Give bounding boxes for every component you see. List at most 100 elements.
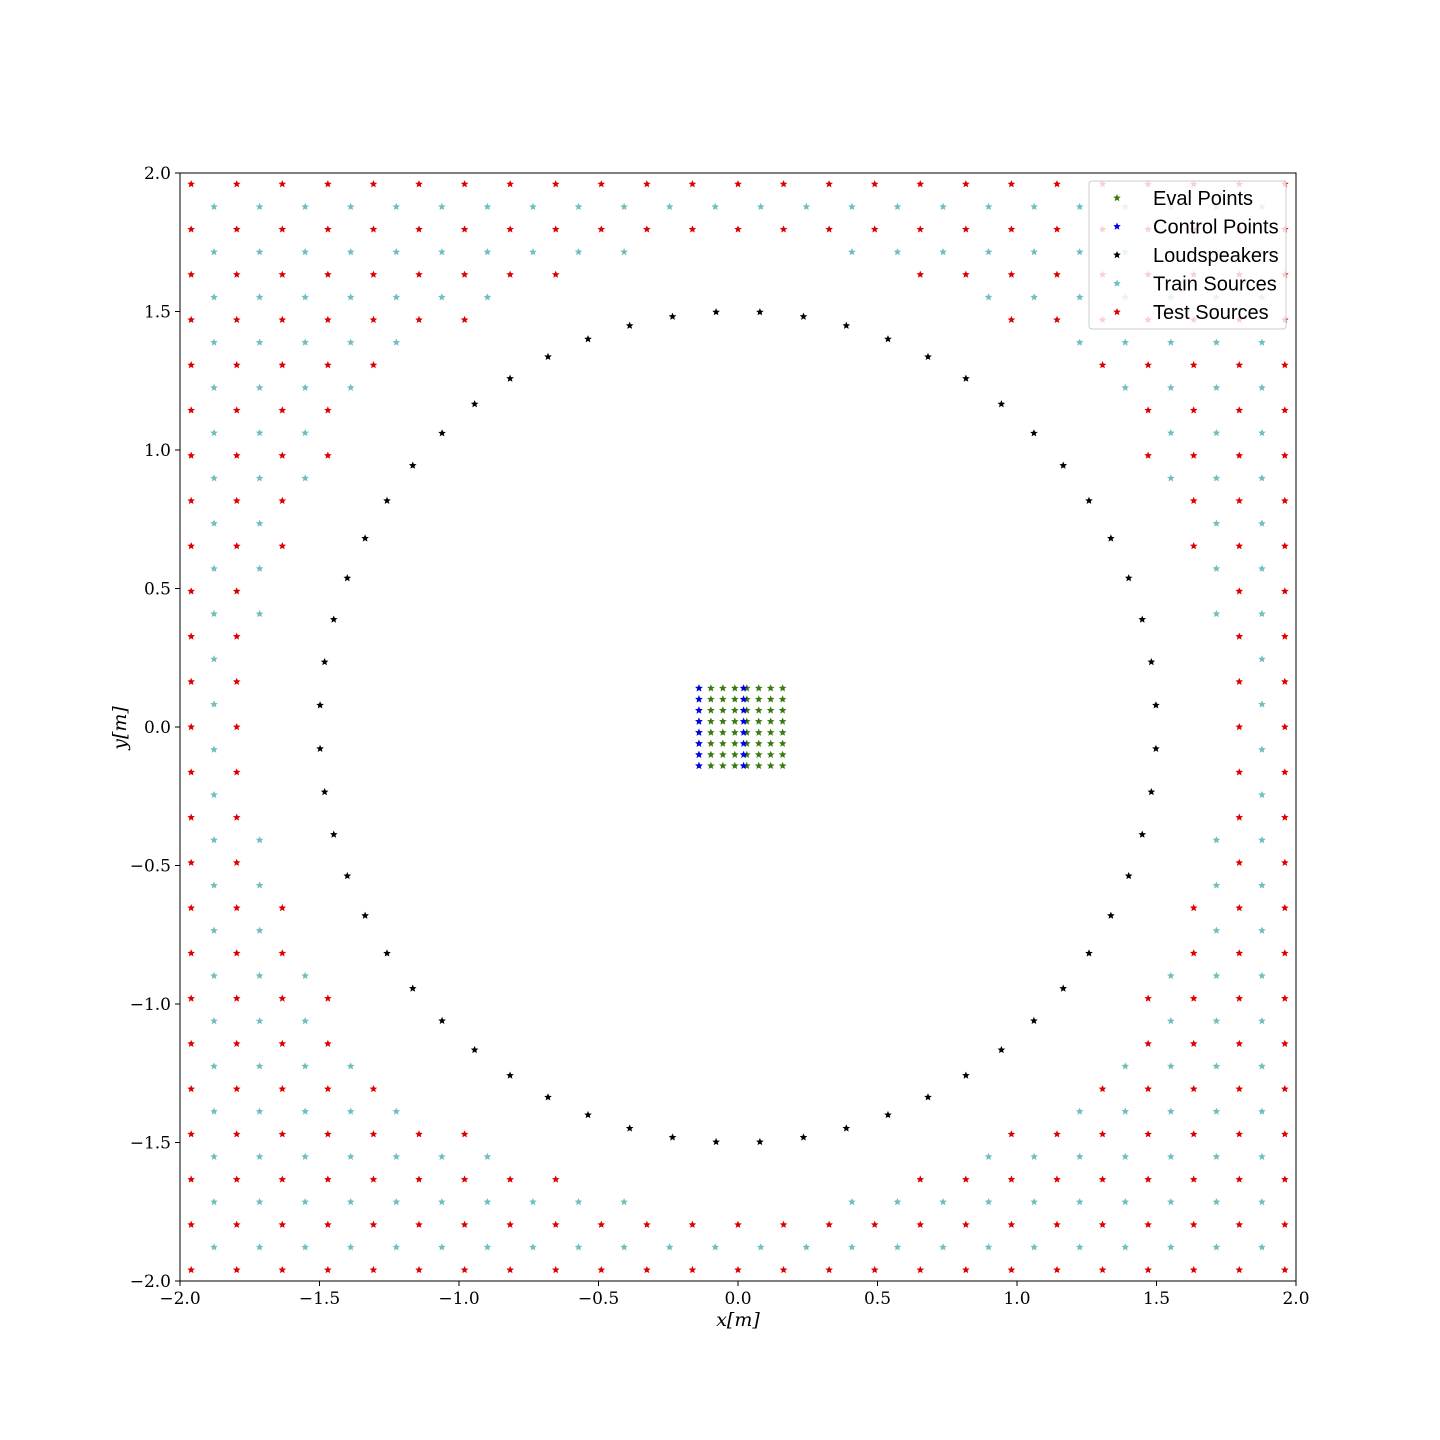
point-train-sources [1121,1152,1130,1160]
point-test-sources [1281,813,1289,821]
y-tick-label: −1.0 [130,995,171,1015]
point-test-sources [324,994,332,1002]
point-train-sources [893,248,902,256]
point-test-sources [460,1175,469,1183]
point-train-sources [848,248,856,256]
point-test-sources [187,858,195,866]
point-loudspeakers [343,871,352,880]
point-test-sources [460,225,469,233]
point-test-sources [916,1265,925,1274]
point-eval-points [778,706,787,714]
point-loudspeakers [625,1124,634,1132]
point-loudspeakers [962,1071,970,1079]
point-train-sources [574,248,583,256]
legend-label-control-points: Control Points [1153,217,1279,239]
point-train-sources [1075,338,1084,346]
legend-label-train-sources: Train Sources [1153,274,1277,296]
point-eval-points [719,739,727,747]
point-test-sources [324,451,332,459]
point-test-sources [324,225,332,233]
point-train-sources [1258,1017,1266,1025]
point-train-sources [483,202,492,211]
point-test-sources [1235,496,1244,505]
point-train-sources [210,609,218,618]
point-test-sources [1053,1265,1061,1274]
point-train-sources [392,1243,401,1251]
legend-label-loudspeakers: Loudspeakers [1153,245,1279,267]
point-train-sources [210,700,218,708]
point-control-points [695,706,703,714]
point-loudspeakers [1152,701,1160,709]
x-tick-label: −1.0 [438,1289,479,1309]
point-train-sources [1212,971,1221,980]
point-test-sources [324,270,332,278]
point-test-sources [1189,542,1198,550]
point-test-sources [1281,1175,1289,1183]
point-train-sources [301,293,309,301]
point-train-sources [210,836,218,844]
point-eval-points [731,739,739,747]
point-eval-points [707,728,715,736]
point-test-sources [1189,1039,1198,1047]
point-train-sources [574,1197,583,1206]
point-train-sources [1258,1197,1266,1206]
point-train-sources [392,1107,401,1115]
series-control-points [695,684,748,770]
point-train-sources [893,1243,902,1251]
point-train-sources [620,1243,628,1251]
point-train-sources [1258,428,1266,437]
point-train-sources [1167,338,1175,346]
point-test-sources [232,587,241,595]
point-eval-points [707,695,715,703]
point-test-sources [1281,1220,1289,1228]
point-train-sources [255,474,264,482]
point-train-sources [984,1152,993,1160]
point-test-sources [1235,903,1244,912]
point-loudspeakers [1030,429,1038,437]
legend: Eval Points Control Points Loudspeakers Tra… [1088,180,1287,330]
point-train-sources [438,293,446,301]
point-test-sources [324,1175,332,1183]
point-train-sources [255,338,264,346]
point-train-sources [346,1152,355,1160]
point-train-sources [1258,1107,1266,1115]
point-eval-points [719,761,727,770]
point-test-sources [232,813,241,821]
point-control-points [739,684,748,692]
point-train-sources [301,1243,309,1251]
point-test-sources [1235,994,1244,1002]
point-loudspeakers [884,335,892,343]
point-train-sources [210,1017,218,1025]
point-loudspeakers [1147,788,1156,796]
point-test-sources [278,406,287,414]
point-test-sources [232,315,241,324]
point-loudspeakers [544,1093,552,1101]
point-test-sources [779,1265,788,1274]
point-eval-points [766,728,775,736]
point-train-sources [255,293,264,301]
point-test-sources [1053,180,1061,188]
point-test-sources [324,1265,332,1274]
point-test-sources [1235,1039,1244,1047]
point-test-sources [597,225,606,233]
point-eval-points [754,684,763,692]
point-loudspeakers [712,308,720,316]
point-test-sources [187,1175,195,1183]
point-test-sources [551,180,560,188]
point-test-sources [278,361,287,369]
point-train-sources [301,338,309,346]
point-test-sources [232,632,241,640]
point-eval-points [754,750,763,758]
point-test-sources [506,1175,514,1183]
point-train-sources [210,428,218,437]
point-test-sources [1189,903,1198,912]
y-axis-label: y[m] [109,706,131,751]
point-control-points [739,717,748,725]
y-tick-label: 1.5 [144,303,171,323]
point-test-sources [1281,949,1289,957]
point-test-sources [1144,451,1152,459]
point-loudspeakers [1085,496,1093,504]
legend-label-eval-points: Eval Points [1153,188,1253,210]
point-loudspeakers [329,615,338,623]
point-train-sources [1258,745,1266,753]
